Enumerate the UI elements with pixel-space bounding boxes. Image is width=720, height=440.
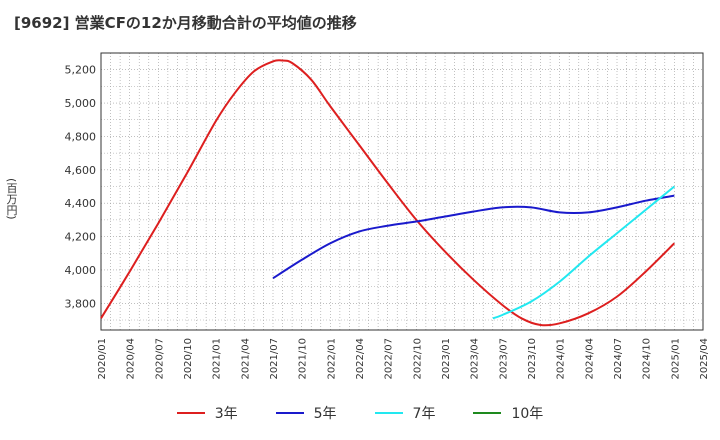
x-tick-label: 2024/07 [613, 338, 624, 380]
legend-label-7y: 7年 [412, 406, 436, 422]
plot-area [101, 53, 703, 330]
legend-item-7y: 7年 [374, 403, 436, 423]
x-tick-label: 2022/04 [355, 338, 366, 380]
x-tick-label: 2023/04 [470, 338, 481, 380]
legend-item-10y: 10年 [473, 403, 543, 423]
chart-title: [9692] 営業CFの12か月移動合計の平均値の推移 [14, 14, 357, 32]
x-tick-label: 2023/07 [498, 338, 509, 380]
legend-label-3y: 3年 [214, 406, 238, 422]
x-tick-label: 2024/10 [642, 338, 653, 380]
legend-label-5y: 5年 [313, 406, 337, 422]
plot-frame [100, 52, 704, 331]
series-line-5年 [272, 194, 675, 280]
x-tick-label: 2020/01 [97, 338, 108, 380]
x-tick-label: 2022/07 [384, 338, 395, 380]
y-tick-label: 5,200 [65, 64, 97, 77]
x-tick-label: 2020/07 [154, 338, 165, 380]
legend-swatch-7y [374, 412, 403, 414]
series-line-7年 [492, 185, 675, 320]
x-tick-label: 2021/07 [269, 338, 280, 380]
series-line-3年 [100, 59, 676, 327]
x-tick-label: 2023/10 [527, 338, 538, 380]
legend-item-5y: 5年 [275, 403, 337, 423]
x-tick-label: 2023/01 [441, 338, 452, 380]
x-tick-label: 2022/10 [412, 338, 423, 380]
y-tick-label: 4,000 [65, 264, 97, 277]
y-tick-label: 5,000 [65, 97, 97, 110]
x-tick-label: 2025/01 [670, 338, 681, 380]
y-tick-label: 4,200 [65, 231, 97, 244]
x-tick-label: 2020/04 [126, 338, 137, 380]
y-tick-label: 4,600 [65, 164, 97, 177]
legend-swatch-5y [275, 412, 304, 414]
x-tick-label: 2024/01 [556, 338, 567, 380]
x-tick-label: 2021/04 [240, 338, 251, 380]
x-tick-label: 2021/01 [212, 338, 223, 380]
x-tick-label: 2020/10 [183, 338, 194, 380]
x-tick-label: 2025/04 [699, 338, 710, 380]
chart-legend: 3年 5年 7年 10年 [0, 403, 720, 423]
legend-item-3y: 3年 [176, 403, 238, 423]
legend-swatch-10y [473, 412, 502, 414]
y-tick-label: 4,800 [65, 130, 97, 143]
legend-swatch-3y [176, 412, 205, 414]
x-tick-label: 2021/10 [298, 338, 309, 380]
legend-label-10y: 10年 [511, 406, 544, 422]
y-tick-label: 4,400 [65, 197, 97, 210]
y-axis-unit-label: (百万円) [5, 178, 18, 220]
x-tick-label: 2024/04 [584, 338, 595, 380]
y-tick-label: 3,800 [65, 297, 97, 310]
x-tick-label: 2022/01 [326, 338, 337, 380]
